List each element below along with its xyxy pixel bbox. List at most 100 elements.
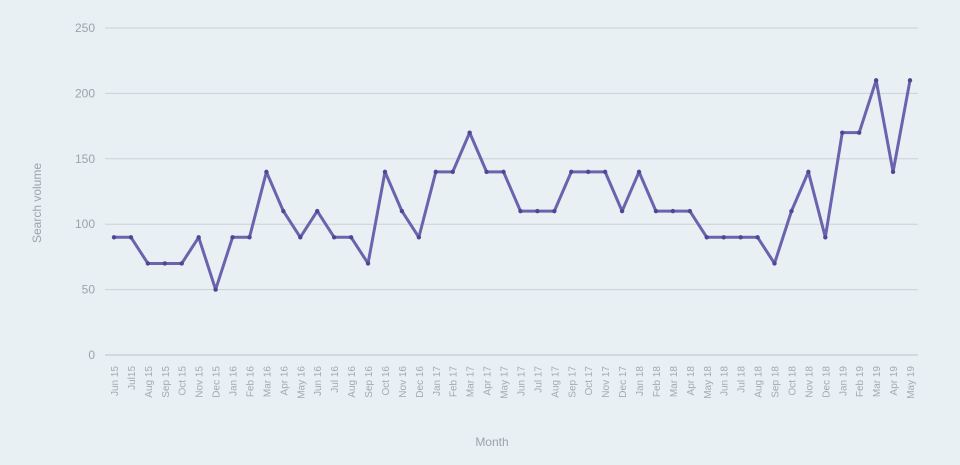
data-point (552, 208, 557, 214)
x-tick-label: Aug 16 (347, 366, 358, 398)
data-point (619, 208, 625, 214)
x-tick-label: May 19 (906, 366, 917, 399)
series-line (112, 78, 912, 292)
data-point (569, 169, 574, 175)
x-tick-label: Jun 16 (313, 366, 324, 396)
x-tick-label: Jun 17 (516, 366, 527, 396)
x-tick-label: Dec 18 (821, 366, 832, 398)
x-tick-label: Feb 16 (245, 366, 256, 398)
x-tick-label: Apr 19 (889, 366, 900, 396)
x-tick-label: Apr 16 (279, 366, 290, 396)
data-point (298, 235, 303, 240)
x-tick-label: Jan 18 (635, 366, 646, 396)
data-point (213, 287, 218, 292)
data-point (738, 235, 743, 240)
data-point (602, 169, 608, 175)
data-point (535, 208, 540, 214)
data-point (230, 235, 235, 240)
x-tick-label: Oct 18 (787, 366, 798, 396)
data-point (755, 235, 760, 240)
y-tick-label: 150 (75, 152, 95, 166)
x-tick-label: Jun 15 (110, 366, 121, 396)
x-tick-label: Jul 16 (330, 366, 341, 393)
data-point (856, 130, 862, 135)
data-point (653, 208, 659, 214)
data-point (823, 235, 828, 240)
data-point (331, 235, 337, 240)
x-tick-label: May 16 (296, 366, 307, 399)
data-point (518, 208, 523, 214)
data-point (840, 130, 845, 135)
data-point (264, 169, 269, 175)
data-point (704, 235, 709, 240)
x-tick-label: Feb 18 (652, 366, 663, 398)
data-point (484, 169, 489, 175)
x-tick-label: Oct 17 (584, 366, 595, 396)
x-tick-label: Mar 17 (466, 366, 477, 398)
x-tick-label: Aug 15 (144, 366, 155, 398)
data-point (873, 78, 879, 83)
x-axis-title: Month (475, 435, 508, 449)
data-point (162, 261, 168, 266)
data-point (501, 169, 506, 175)
x-tick-label: Jan 19 (838, 366, 849, 396)
x-tick-label: Mar 19 (872, 366, 883, 398)
data-point (907, 78, 913, 83)
y-tick-label: 0 (88, 348, 95, 362)
x-tick-label: Aug 17 (550, 366, 561, 398)
y-tick-label: 200 (75, 86, 95, 100)
data-point (382, 169, 388, 175)
x-tick-label: Oct 15 (178, 366, 189, 396)
x-tick-label: Sep 16 (364, 366, 375, 398)
x-tick-label: Dec 15 (212, 366, 223, 398)
data-point (433, 169, 438, 175)
y-axis-ticks: 0 50 100 150 200 250 (75, 21, 95, 362)
data-point (281, 208, 286, 214)
data-point (789, 208, 794, 214)
x-tick-label: Jul15 (127, 366, 138, 390)
x-tick-label: May 18 (703, 366, 714, 399)
series-group (111, 78, 913, 292)
data-point (586, 169, 591, 175)
x-tick-label: May 17 (500, 366, 511, 399)
x-tick-label: Sep 17 (567, 366, 578, 398)
y-axis-title: Search volume (30, 163, 44, 243)
x-tick-label: Jul 18 (737, 366, 748, 393)
data-point (416, 235, 422, 240)
x-axis-ticks: Jun 15 Jul15 Aug 15 Sep 15 Oct 15 Nov 15 Dec 1… (110, 366, 917, 399)
x-tick-label: Dec 17 (618, 366, 629, 398)
data-point (450, 169, 455, 175)
y-tick-label: 100 (75, 217, 95, 231)
x-tick-label: Jan 17 (432, 366, 443, 396)
data-point (721, 235, 726, 240)
data-point (196, 235, 201, 240)
data-point (128, 235, 134, 240)
x-tick-label: Aug 18 (754, 366, 765, 398)
data-point (806, 169, 811, 175)
x-tick-label: Jul 17 (533, 366, 544, 393)
x-tick-label: Nov 15 (195, 366, 206, 398)
data-point (145, 261, 151, 266)
data-point (772, 261, 777, 266)
data-point (670, 208, 676, 214)
data-point (315, 208, 320, 214)
x-tick-label: Apr 18 (686, 366, 697, 396)
data-point (399, 208, 405, 214)
x-tick-label: Nov 17 (601, 366, 612, 398)
x-tick-label: Mar 18 (669, 366, 680, 398)
data-point (890, 169, 896, 175)
x-tick-label: Jun 18 (720, 366, 731, 396)
x-tick-label: Dec 16 (415, 366, 426, 398)
y-tick-label: 250 (75, 21, 95, 35)
data-point (348, 235, 354, 240)
data-point (467, 130, 472, 135)
x-tick-label: Sep 18 (771, 366, 782, 398)
data-point (687, 208, 693, 214)
data-point (179, 261, 184, 266)
grid-lines (105, 27, 918, 356)
x-tick-label: Nov 16 (398, 366, 409, 398)
x-tick-label: Feb 17 (449, 366, 460, 398)
data-point (111, 235, 117, 240)
x-tick-label: Oct 16 (381, 366, 392, 396)
